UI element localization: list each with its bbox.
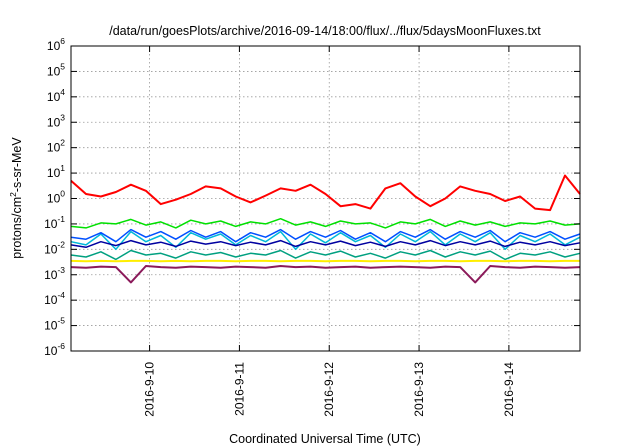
y-tick-exponent: -4 — [57, 290, 65, 300]
y-axis-label-pre: protons/cm — [10, 197, 24, 259]
y-tick-label: 102 — [47, 138, 65, 155]
y-tick-exponent: 5 — [60, 61, 65, 71]
x-tick-label: 2016-9-12 — [322, 362, 336, 417]
y-tick-exponent: 2 — [60, 138, 65, 148]
series-line-6 — [70, 249, 581, 261]
y-tick-base: 10 — [47, 64, 61, 78]
grid — [71, 46, 580, 351]
y-tick-exponent: -3 — [57, 265, 65, 275]
y-tick-label: 100 — [47, 189, 65, 206]
y-tick-base: 10 — [44, 242, 58, 256]
y-axis-label: protons/cm2-s-sr-MeV — [8, 137, 24, 259]
y-tick-exponent: -5 — [57, 316, 65, 326]
y-tick-base: 10 — [44, 319, 58, 333]
y-tick-exponent: -6 — [57, 341, 65, 351]
series-line-3 — [70, 230, 581, 251]
series-line-2 — [70, 217, 581, 229]
y-tick-base: 10 — [47, 141, 61, 155]
series-group — [70, 174, 581, 284]
x-tick-label: 2016-9-14 — [502, 362, 516, 417]
y-tick-base: 10 — [47, 90, 61, 104]
y-tick-exponent: 4 — [60, 87, 65, 97]
y-tick-exponent: 6 — [60, 36, 65, 46]
y-tick-label: 10-5 — [44, 316, 65, 333]
y-tick-exponent: -1 — [57, 214, 65, 224]
y-tick-base: 10 — [44, 293, 58, 307]
y-tick-label: 103 — [47, 112, 65, 129]
series-line-5 — [70, 239, 581, 249]
chart-title: /data/run/goesPlots/archive/2016-09-14/1… — [109, 24, 541, 38]
y-tick-exponent: 1 — [60, 163, 65, 173]
series-line-8 — [70, 265, 581, 284]
y-tick-base: 10 — [47, 115, 61, 129]
y-tick-label: 105 — [47, 61, 65, 78]
y-tick-label: 101 — [47, 163, 65, 180]
y-tick-label: 10-2 — [44, 239, 65, 256]
y-tick-label: 10-6 — [44, 341, 65, 358]
y-tick-label: 104 — [47, 87, 65, 104]
y-tick-base: 10 — [44, 217, 58, 231]
y-axis-label-sup: 2 — [8, 192, 18, 197]
y-tick-exponent: 0 — [60, 189, 65, 199]
y-tick-exponent: -2 — [57, 239, 65, 249]
y-tick-label: 10-4 — [44, 290, 65, 307]
y-tick-label: 10-3 — [44, 265, 65, 282]
y-tick-label: 10-1 — [44, 214, 65, 231]
series-line-1 — [70, 174, 581, 212]
y-tick-label: 106 — [47, 36, 65, 53]
y-tick-base: 10 — [44, 344, 58, 358]
x-tick-label: 2016-9-10 — [143, 362, 157, 417]
y-tick-base: 10 — [47, 39, 61, 53]
y-tick-exponent: 3 — [60, 112, 65, 122]
y-axis: 10-610-510-410-310-210-11001011021031041… — [44, 36, 580, 358]
x-axis: 2016-9-10 2016-9-11 2016-9-12 2016-9-13 2016… — [143, 46, 516, 417]
y-tick-base: 10 — [44, 268, 58, 282]
x-tick-label: 2016-9-11 — [232, 362, 246, 416]
series-line-4 — [70, 228, 581, 243]
y-axis-label-post: -s-sr-MeV — [10, 137, 24, 193]
x-tick-label: 2016-9-13 — [412, 362, 426, 417]
y-tick-base: 10 — [47, 192, 61, 206]
y-tick-base: 10 — [47, 166, 61, 180]
x-axis-label: Coordinated Universal Time (UTC) — [229, 432, 421, 446]
